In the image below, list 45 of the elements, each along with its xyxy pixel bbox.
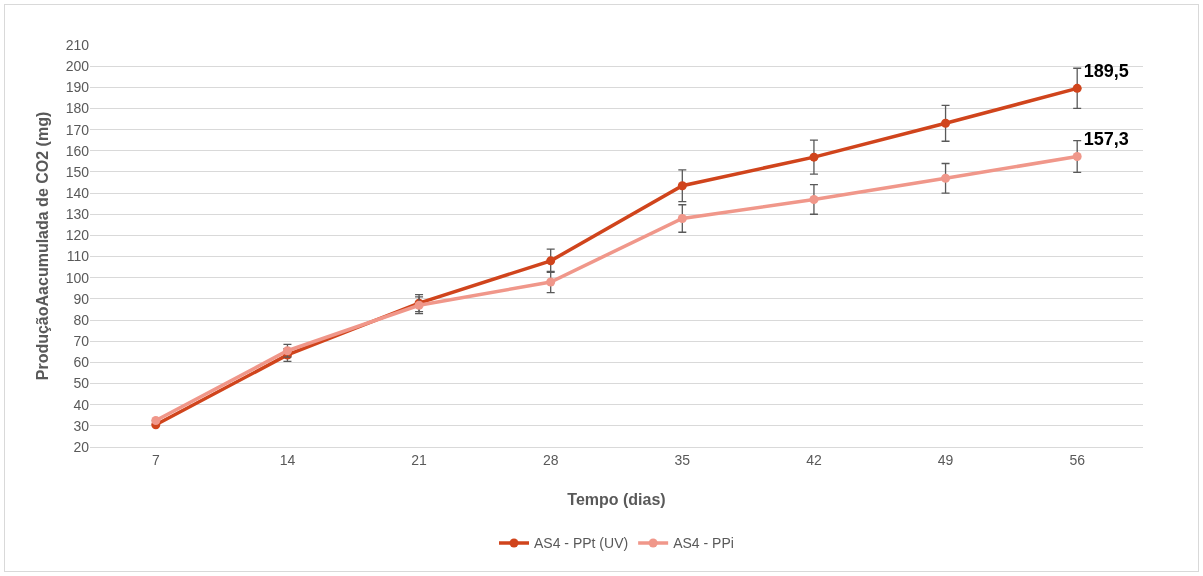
y-tick-label: 60 bbox=[73, 354, 90, 371]
y-tick-label: 200 bbox=[65, 58, 90, 75]
y-tick-label: 90 bbox=[73, 290, 90, 307]
y-tick-label: 130 bbox=[65, 206, 90, 223]
y-tick-label: 50 bbox=[73, 375, 90, 392]
y-tick-label: 70 bbox=[73, 333, 90, 350]
point bbox=[546, 256, 556, 266]
y-tick-label: 140 bbox=[65, 185, 90, 202]
data-label: 189,5 bbox=[1083, 61, 1129, 82]
point bbox=[941, 118, 951, 128]
y-tick-label: 40 bbox=[73, 396, 90, 413]
point bbox=[809, 194, 819, 204]
y-tick-label: 30 bbox=[73, 417, 90, 434]
data-label: 157,3 bbox=[1083, 129, 1129, 150]
point bbox=[546, 277, 556, 287]
y-tick-label: 110 bbox=[66, 248, 90, 265]
y-tick-label: 150 bbox=[65, 163, 90, 180]
y-tick-label: 120 bbox=[65, 227, 90, 244]
legend-label: AS4 - PPt (UV) bbox=[534, 535, 629, 552]
y-tick-label: 180 bbox=[65, 100, 90, 117]
y-axis-title: ProduçãoAacumulada de CO2 (mg) bbox=[34, 111, 51, 381]
y-tick-label: 80 bbox=[73, 311, 90, 328]
y-tick-label: 190 bbox=[65, 79, 90, 96]
x-tick-label: 56 bbox=[1069, 451, 1086, 468]
x-tick-label: 28 bbox=[542, 451, 559, 468]
y-tick-label: 210 bbox=[65, 36, 90, 53]
x-tick-label: 49 bbox=[937, 451, 954, 468]
x-tick-label: 35 bbox=[674, 451, 691, 468]
point bbox=[941, 173, 951, 183]
point bbox=[151, 416, 161, 426]
x-tick-label: 14 bbox=[279, 451, 296, 468]
point bbox=[677, 181, 687, 191]
legend-label: AS4 - PPi bbox=[673, 535, 734, 552]
y-tick-label: 100 bbox=[65, 269, 90, 286]
x-tick-label: 42 bbox=[806, 451, 822, 468]
point bbox=[809, 152, 819, 162]
x-tick-label: 21 bbox=[411, 451, 428, 468]
y-tick-label: 20 bbox=[73, 438, 90, 455]
x-tick-label: 7 bbox=[151, 451, 160, 468]
point bbox=[1072, 152, 1082, 161]
x-axis-title: Tempo (dias) bbox=[567, 491, 666, 508]
point bbox=[677, 213, 687, 223]
point bbox=[1072, 83, 1082, 93]
y-tick-label: 170 bbox=[65, 121, 90, 138]
y-tick-label: 160 bbox=[65, 142, 90, 159]
